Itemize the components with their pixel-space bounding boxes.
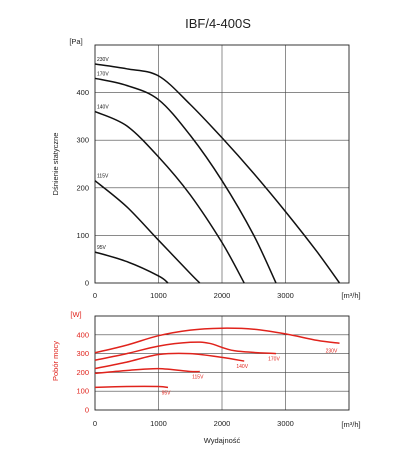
y-tick-label: 100 (76, 231, 89, 240)
x-unit-label: [m³/h] (341, 291, 360, 300)
plot-frame (94, 44, 350, 284)
series-line-115V (94, 367, 200, 375)
y-tick-label: 300 (76, 136, 89, 145)
series-label-140V: 140V (97, 105, 109, 111)
y-tick-label: 400 (76, 88, 89, 97)
series-label-230V: 230V (326, 348, 338, 354)
y-axis-label: Pobór mocy (51, 341, 60, 381)
series-line-140V (94, 110, 245, 284)
x-tick-label: 1000 (150, 419, 167, 428)
y-tick-label: 300 (76, 349, 89, 358)
series-label-170V: 170V (97, 71, 109, 77)
y-axis-label: Dśnienie statyczne (51, 133, 60, 196)
series-line-170V (94, 77, 277, 284)
y-tick-label: 100 (76, 387, 89, 396)
plot-frame (94, 315, 350, 411)
y-tick-label: 0 (85, 279, 89, 288)
x-tick-label: 0 (93, 291, 97, 300)
series-line-170V (94, 341, 277, 361)
power-consumption-chart: 0 100 200 300 400 [W] 0 1000 2000 3000 [m³/h] Pobór… (51, 310, 361, 445)
y-tick-label: 400 (76, 330, 89, 339)
y-unit-label: [W] (70, 310, 81, 319)
series-label-140V: 140V (236, 364, 248, 370)
y-tick-label: 200 (76, 368, 89, 377)
y-unit-label: [Pa] (69, 37, 82, 46)
series-line-95V (94, 385, 169, 389)
series-label-95V: 95V (162, 390, 172, 396)
series-line-230V (94, 327, 340, 354)
series-label-170V: 170V (268, 357, 280, 363)
series-label-115V: 115V (192, 374, 204, 380)
series-label-115V: 115V (97, 174, 109, 180)
series-line-95V (94, 251, 169, 284)
x-tick-label: 1000 (150, 291, 167, 300)
x-axis-label: Wydajność (204, 436, 241, 445)
chart-title: IBF/4-400S (185, 16, 251, 31)
x-tick-label: 2000 (214, 291, 231, 300)
x-tick-label: 0 (93, 419, 97, 428)
series-label-230V: 230V (97, 57, 109, 63)
y-tick-label: 0 (85, 406, 89, 415)
x-unit-label: [m³/h] (341, 420, 360, 429)
y-tick-label: 200 (76, 183, 89, 192)
series-line-230V (94, 63, 341, 284)
x-tick-label: 3000 (277, 419, 294, 428)
x-tick-label: 3000 (277, 291, 294, 300)
x-tick-label: 2000 (214, 419, 231, 428)
series-label-95V: 95V (97, 245, 107, 251)
static-pressure-chart: 0 100 200 300 400 [Pa] 0 1000 2000 3000 [m³/h] Dśni… (51, 37, 361, 300)
series-line-115V (94, 180, 201, 284)
series-line-140V (94, 352, 245, 370)
